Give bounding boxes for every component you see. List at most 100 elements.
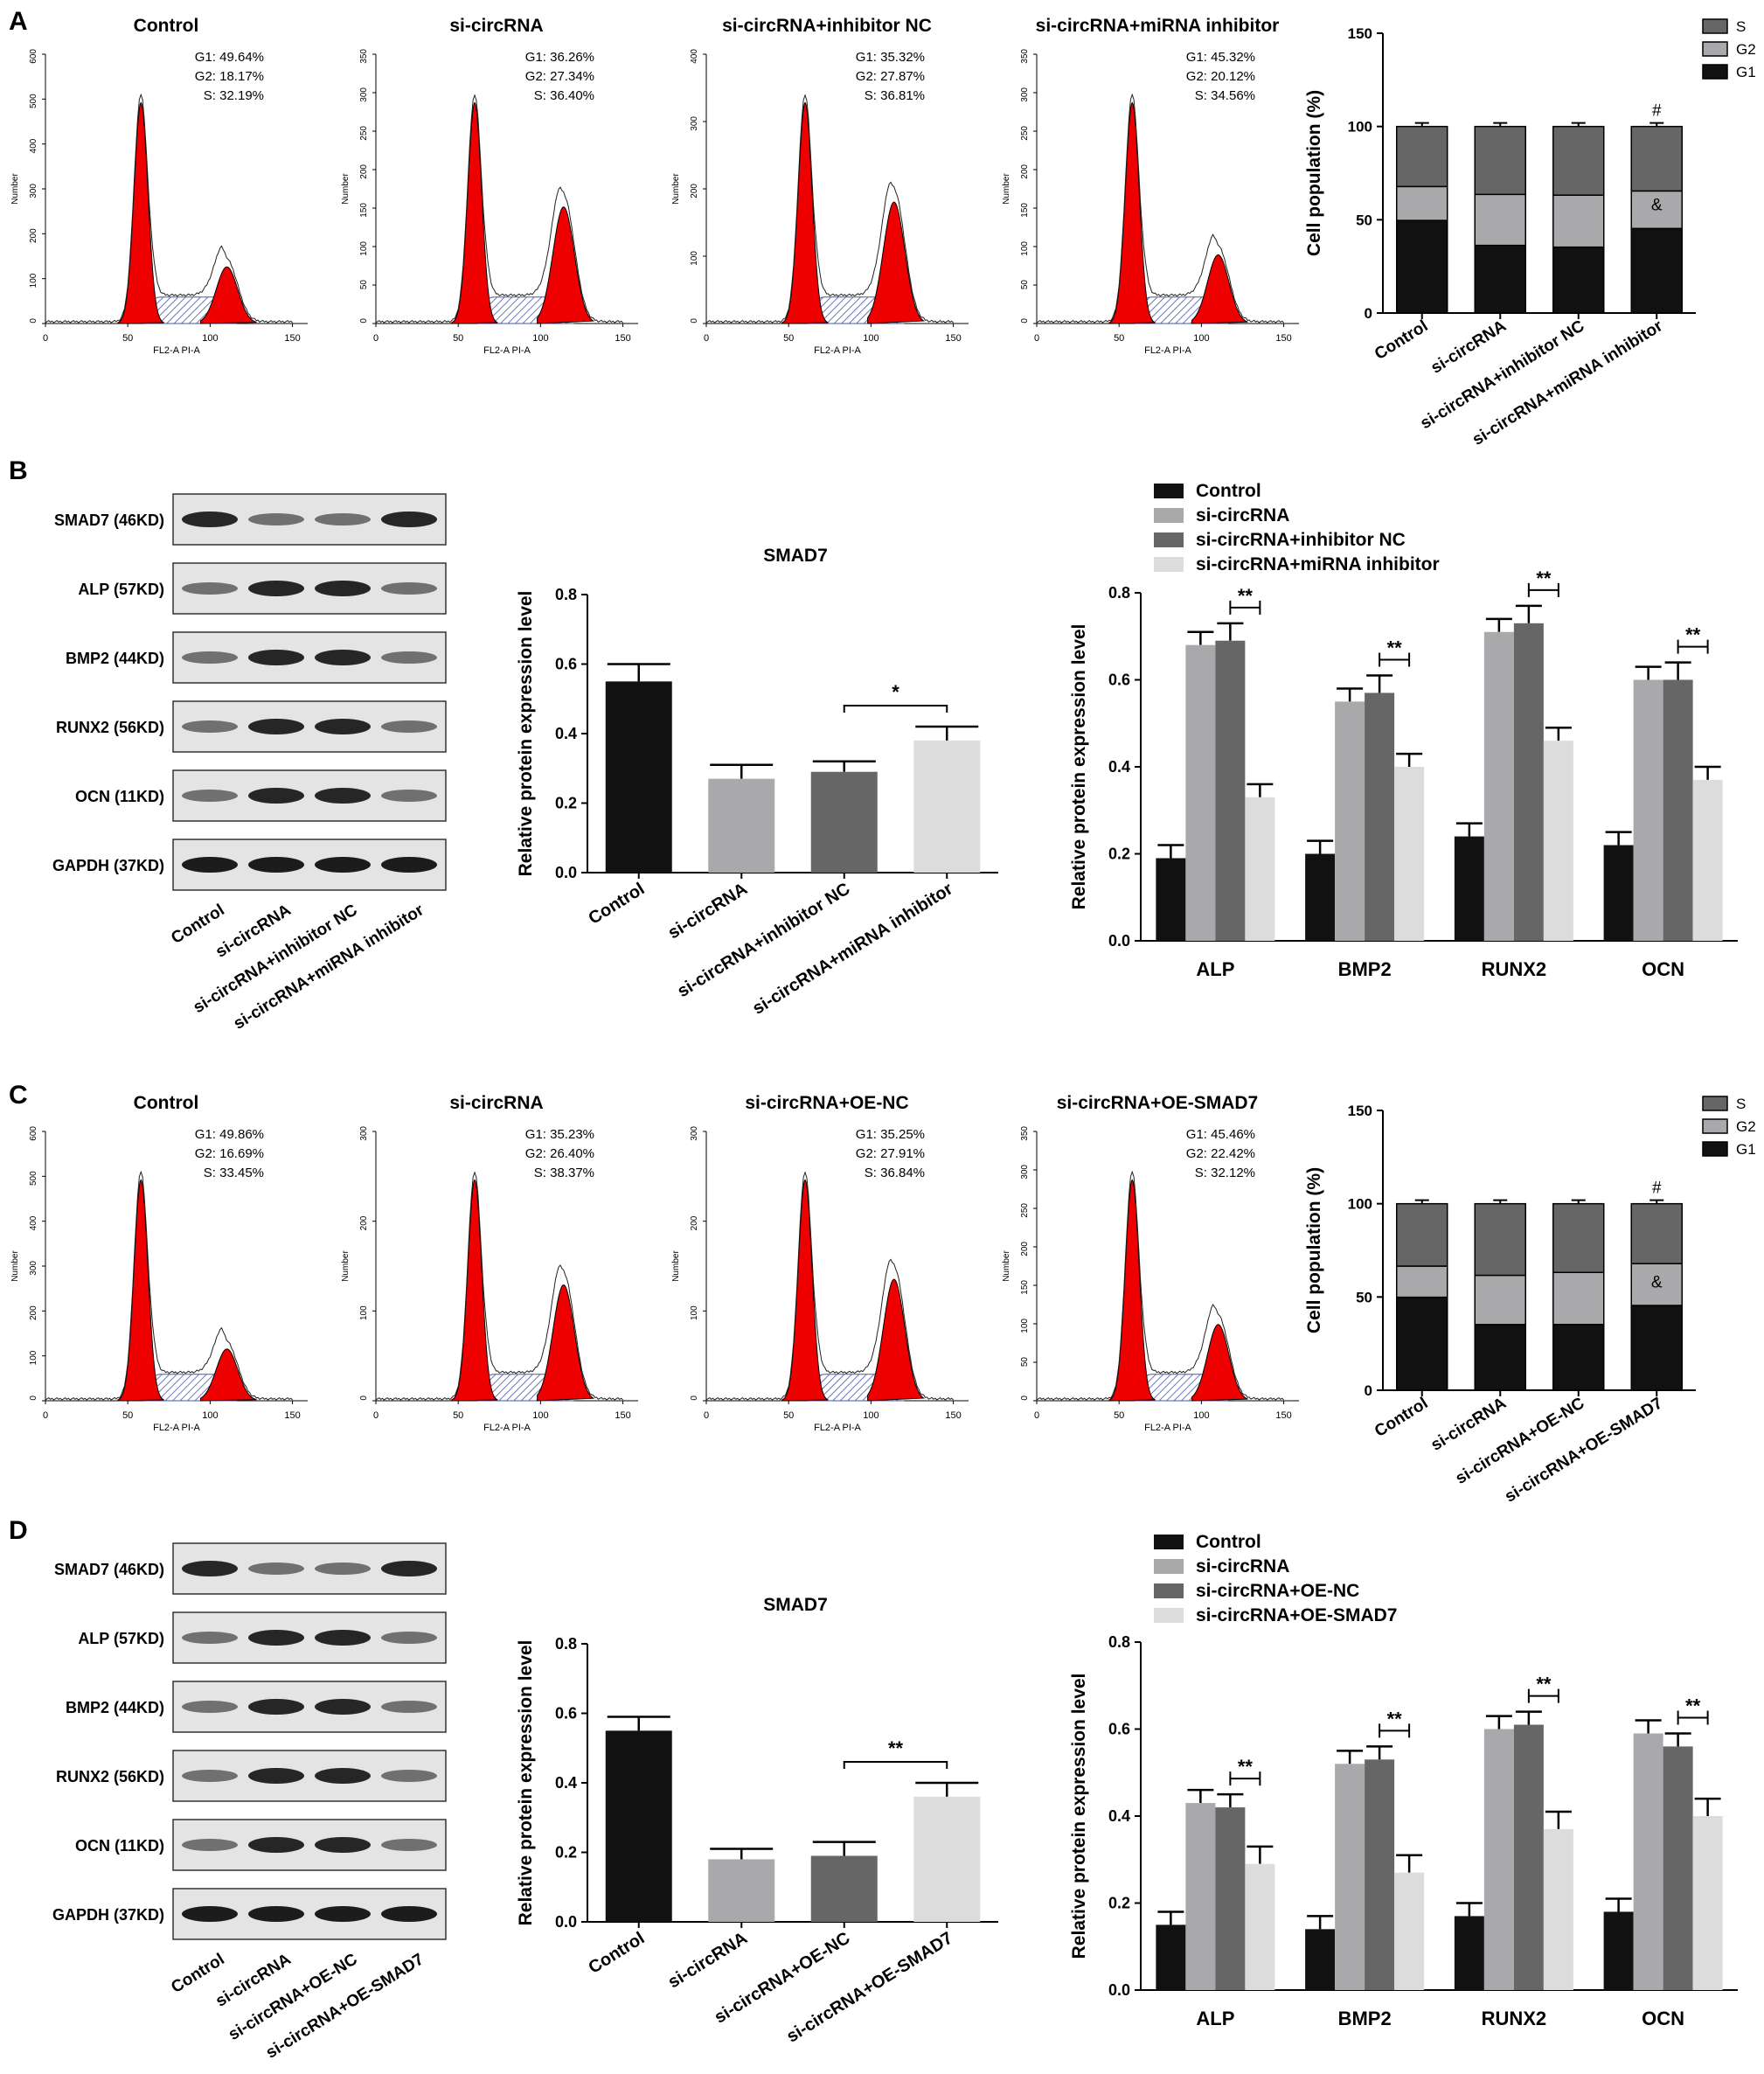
stack-segment-g2 [1396, 185, 1448, 221]
y-tick-label: 100 [1348, 119, 1372, 136]
protein-label: RUNX2 (56KD) [56, 1768, 164, 1785]
significance-bracket [1229, 1771, 1261, 1786]
g1-peak [451, 1179, 498, 1402]
histogram-envelope [375, 1171, 623, 1401]
blot-band [381, 1632, 437, 1644]
y-tick-label: 50 [359, 280, 369, 290]
legend-swatch [1702, 18, 1728, 34]
flow-histogram: si-circRNA+inhibitor NC 0 100 200 300 400 0 50 1… [671, 16, 969, 356]
y-axis-label: Number [341, 1250, 351, 1282]
histogram-envelope [705, 1171, 954, 1401]
g2-peak [1191, 1324, 1248, 1402]
protein-label: ALP (57KD) [78, 581, 164, 598]
blot-band [315, 1906, 371, 1922]
y-tick-label: 200 [690, 1215, 699, 1230]
smad7-bar-chart: SMAD7 0.0 0.2 0.4 0.6 0.8 Relative protein exp… [516, 1595, 998, 2047]
s-percent: S: 33.45% [204, 1166, 264, 1180]
significance-mark: ** [1536, 1674, 1552, 1695]
blot-band [381, 1770, 437, 1782]
x-tick-label: 150 [615, 1410, 630, 1421]
x-tick-label: 100 [863, 1410, 879, 1421]
x-tick-label: BMP2 [1338, 958, 1392, 980]
y-tick-label: 100 [1020, 1319, 1030, 1333]
x-tick-label: Control [585, 880, 648, 929]
blot-band [248, 719, 304, 734]
y-tick-label: 50 [1020, 280, 1030, 290]
x-tick-label: 0 [704, 333, 709, 344]
blot-band [381, 582, 437, 595]
y-tick-label: 50 [1356, 212, 1372, 228]
y-axis-label: Cell population (%) [1304, 1167, 1324, 1333]
x-axis-label: FL2-A PI-A [814, 1423, 861, 1433]
y-tick-label: 0 [359, 1395, 369, 1401]
y-tick-label: 100 [1348, 1196, 1372, 1213]
legend-swatch [1702, 1141, 1728, 1157]
bar [1663, 1746, 1693, 1990]
x-tick-label: 100 [1193, 333, 1209, 344]
bar [1692, 1816, 1723, 1990]
g2-peak [1191, 254, 1248, 324]
g2-percent: G2: 26.40% [525, 1146, 594, 1161]
y-tick-label: 100 [359, 1305, 369, 1320]
chart-title: SMAD7 [763, 546, 828, 566]
blot-band [315, 1837, 371, 1853]
x-tick-label: ALP [1196, 958, 1234, 980]
bar [1483, 1729, 1514, 1990]
x-tick-label: OCN [1642, 2008, 1684, 2029]
y-tick-label: 0.4 [1108, 1807, 1130, 1825]
y-tick-label: 250 [359, 126, 369, 141]
flow-histogram: Control 0 100 200 300 400 500 600 0 50 100 150 Numbe… [10, 1093, 308, 1433]
x-tick-label: 0 [373, 1410, 378, 1421]
s-percent: S: 36.40% [534, 88, 594, 103]
blot-band [315, 1699, 371, 1715]
bar [810, 1855, 878, 1922]
bar [605, 681, 672, 873]
y-tick-label: 0.8 [1108, 1633, 1130, 1651]
x-tick-label: 100 [202, 1410, 218, 1421]
x-tick-label: 50 [1114, 333, 1124, 344]
g2-peak [199, 1348, 257, 1402]
significance-mark: ** [1536, 567, 1552, 589]
g2-percent: G2: 27.87% [856, 69, 925, 84]
flow-histogram: si-circRNA+OE-SMAD7 0 50 100 150 200 250 300 350… [1002, 1093, 1299, 1433]
significance-mark: ** [1238, 1756, 1254, 1778]
g2-percent: G2: 22.42% [1186, 1146, 1255, 1161]
bar [1156, 1924, 1186, 1990]
y-tick-label: 0.0 [1108, 932, 1130, 950]
y-tick-label: 0 [29, 318, 38, 324]
x-tick-label: si-circRNA+OE-NC [1453, 1394, 1588, 1488]
significance-bracket [1527, 582, 1559, 597]
y-tick-label: 50 [1356, 1289, 1372, 1305]
stack-segment-s [1552, 125, 1605, 196]
y-tick-label: 250 [1020, 1203, 1030, 1218]
y-tick-label: 300 [690, 116, 699, 131]
y-tick-label: 0 [690, 1395, 699, 1401]
stack-segment-g1 [1474, 1324, 1526, 1391]
y-tick-label: 350 [1020, 49, 1030, 64]
bar [1603, 1911, 1634, 1990]
x-tick-label: 0 [1034, 1410, 1039, 1421]
stack-segment-g1 [1396, 1296, 1448, 1391]
y-tick-label: 500 [29, 94, 38, 108]
x-tick-label: 50 [122, 1410, 133, 1421]
grouped-bar-chart: Control si-circRNA si-circRNA+OE-NC si-circ… [1069, 1532, 1738, 2029]
blot-band [381, 1701, 437, 1713]
bar [810, 771, 878, 873]
stack-segment-g1 [1630, 227, 1683, 314]
bar [605, 1730, 672, 1922]
y-tick-label: 200 [29, 228, 38, 243]
blot-band [381, 1906, 437, 1922]
x-tick-label: 100 [202, 333, 218, 344]
significance-mark: * [892, 681, 899, 703]
g2-peak [199, 266, 257, 324]
blot-band [248, 1630, 304, 1646]
grouped-bar-chart: Control si-circRNA si-circRNA+inhibitor NC… [1069, 481, 1738, 980]
blot-band [315, 1562, 371, 1575]
blot-band [182, 1701, 238, 1713]
y-tick-label: 0 [690, 318, 699, 324]
blot-band [182, 720, 238, 733]
blot-band [315, 513, 371, 525]
g1-peak [781, 1179, 829, 1402]
x-tick-label: 100 [532, 333, 548, 344]
